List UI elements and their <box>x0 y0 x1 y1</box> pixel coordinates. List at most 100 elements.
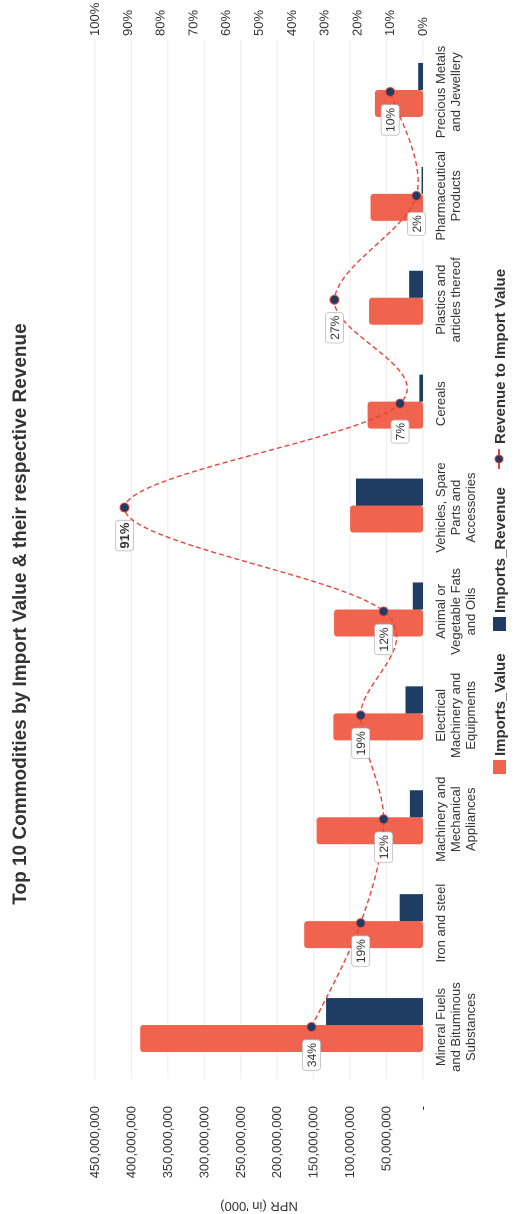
bar-imports-value <box>334 609 424 637</box>
y-tick-label: 450,000,000 <box>87 1106 102 1178</box>
bar-imports-revenue <box>355 478 424 506</box>
data-label: 27% <box>328 315 342 339</box>
y-tick-label: 350,000,000 <box>160 1106 175 1178</box>
data-label-box <box>325 312 344 344</box>
y2-tick-label: 90% <box>120 10 135 36</box>
legend: Imports_Value Imports_Revenue Revenue to I… <box>492 269 509 774</box>
data-label-box <box>351 727 371 760</box>
category-label: Appliances <box>463 787 478 851</box>
data-label-box <box>302 1039 321 1071</box>
data-label: 34% <box>305 1043 319 1067</box>
legend-marker <box>494 454 504 464</box>
data-label-box <box>115 519 134 552</box>
category-label: Accessories <box>463 472 478 543</box>
y2-tick-label: 50% <box>251 10 266 36</box>
y2-tick-label: 100% <box>87 2 102 36</box>
revenue-ratio-point <box>306 1022 317 1033</box>
y-tick-label: 200,000,000 <box>269 1106 284 1178</box>
data-label: 7% <box>394 423 408 441</box>
y2-tick-label: 20% <box>349 10 364 36</box>
data-label: 19% <box>354 939 368 963</box>
legend-swatch-imports-revenue <box>493 617 506 631</box>
category-label: articles thereof <box>448 257 463 343</box>
legend-swatch-imports-value <box>493 760 506 774</box>
revenue-ratio-point <box>355 710 366 721</box>
category-label: Equipments <box>463 681 478 750</box>
data-label: 10% <box>384 108 398 132</box>
y-tick-label: 150,000,000 <box>306 1106 321 1178</box>
bar-series <box>140 62 424 1053</box>
data-label: 19% <box>354 731 368 755</box>
bar-imports-revenue <box>405 686 423 714</box>
category-label: Machinery and <box>433 777 448 862</box>
bar-imports-revenue <box>326 998 423 1026</box>
revenue-ratio-point <box>395 398 406 409</box>
y2-tick-label: 80% <box>153 10 168 36</box>
category-label: Vehicles, Spare <box>433 462 448 552</box>
y2-tick-label: 0% <box>415 17 430 36</box>
legend-label: Revenue to Import Value <box>492 269 509 444</box>
y2-tick-label: 70% <box>185 10 200 36</box>
data-label: 12% <box>377 627 391 651</box>
bar-imports-revenue <box>409 270 424 298</box>
revenue-ratio-point <box>378 814 389 825</box>
category-label: Vegetable Fats <box>448 568 463 655</box>
data-label-box <box>380 104 400 136</box>
y2-tick-label: 60% <box>218 10 233 36</box>
category-label: Parts and <box>448 480 463 536</box>
category-label: Cereals <box>433 381 448 426</box>
category-label: and Jewellery <box>448 52 463 132</box>
category-label: Pharmaceutical <box>433 151 448 241</box>
category-label: Precious Metals <box>433 45 448 138</box>
data-label-box <box>351 935 371 967</box>
category-label: Plastics and <box>433 265 448 335</box>
legend-label: Imports_Value <box>492 653 509 756</box>
bar-imports-revenue <box>418 62 423 90</box>
category-label: and Bituminous <box>448 982 463 1072</box>
bar-imports-revenue <box>421 166 424 194</box>
y-tick-label: 50,000,000 <box>379 1106 394 1171</box>
y-tick-label: - <box>415 1106 430 1110</box>
chart-title: Top 10 Commodities by Import Value & the… <box>10 323 31 904</box>
data-label-box <box>407 211 426 236</box>
data-label-box <box>374 623 394 656</box>
bar-imports-revenue <box>412 582 424 610</box>
revenue-ratio-point <box>119 502 130 513</box>
data-label: 12% <box>377 835 391 859</box>
bar-imports-value <box>333 713 424 741</box>
data-label-box <box>390 419 410 444</box>
category-label: Mechanical <box>448 786 463 852</box>
bar-imports-revenue <box>419 374 424 402</box>
y2-tick-label: 30% <box>317 10 332 36</box>
category-label: and Oils <box>463 587 478 635</box>
revenue-ratio-point <box>411 190 422 201</box>
bar-imports-revenue <box>409 790 424 818</box>
data-label: 91% <box>117 522 132 548</box>
data-label-box <box>374 831 394 863</box>
bar-imports-value <box>369 297 424 325</box>
category-labels: Mineral Fuels and Bituminous Substances Iro… <box>433 45 478 1072</box>
secondary-axis-ticks: 100% 90% 80% 70% 60% 50% 40% 30% 20% 10% 0% <box>87 2 430 36</box>
y2-tick-label: 10% <box>382 10 397 36</box>
y2-tick-label: 40% <box>284 10 299 36</box>
category-label: Mineral Fuels <box>433 988 448 1067</box>
category-label: Substances <box>463 993 478 1061</box>
bar-imports-value <box>140 1025 424 1053</box>
category-label: Machinery and <box>448 673 463 758</box>
y-tick-label: 100,000,000 <box>342 1106 357 1178</box>
revenue-ratio-point <box>385 86 396 97</box>
line-series: 34% 19% 12% 19% 12% 91% 7% 27% 2% 10% <box>115 86 426 1071</box>
y-axis-label: NPR (in '000) <box>220 1199 298 1214</box>
legend-label: Imports_Revenue <box>492 487 509 613</box>
bar-imports-value <box>316 817 423 845</box>
revenue-ratio-line <box>123 91 419 1028</box>
category-label: Electrical <box>433 689 448 742</box>
category-label: Iron and steel <box>433 884 448 963</box>
bar-imports-value <box>350 505 423 533</box>
primary-axis-ticks: 450,000,000 400,000,000 350,000,000 300,000… <box>87 1106 430 1178</box>
revenue-ratio-point <box>329 294 340 305</box>
y-tick-label: 250,000,000 <box>233 1106 248 1178</box>
